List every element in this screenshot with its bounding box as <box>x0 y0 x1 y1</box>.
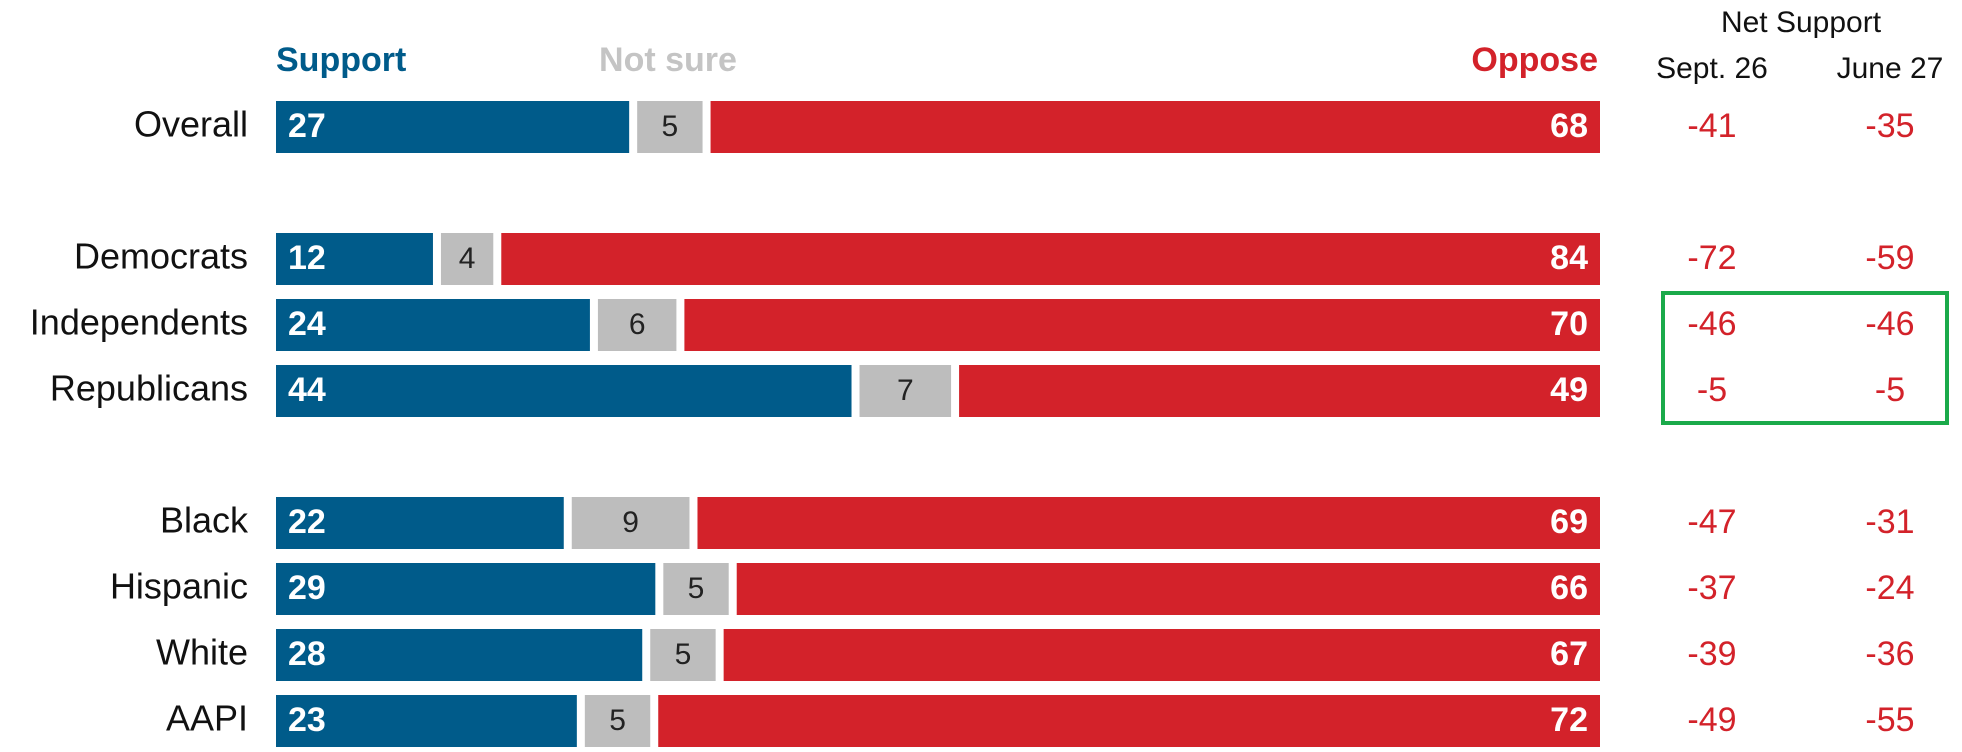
category-label-republicans: Republicans <box>50 368 248 409</box>
value-oppose-black: 69 <box>1550 503 1588 541</box>
bar-not-sure-aapi <box>584 695 651 747</box>
net-sept-26-black: -47 <box>1687 503 1736 541</box>
value-support-overall: 27 <box>288 107 326 145</box>
bar-support-hispanic <box>276 563 656 615</box>
net-june-27-republicans: -5 <box>1875 371 1905 409</box>
value-support-hispanic: 29 <box>288 569 326 607</box>
net-sept-26-independents: -46 <box>1687 305 1736 343</box>
value-oppose-republicans: 49 <box>1550 371 1588 409</box>
value-oppose-white: 67 <box>1550 635 1588 673</box>
legend-oppose: Oppose <box>1471 41 1598 79</box>
net-sept-26-republicans: -5 <box>1697 371 1727 409</box>
bar-oppose-hispanic <box>736 563 1600 615</box>
bar-oppose-black <box>697 497 1600 549</box>
value-not-sure-republicans: 7 <box>897 374 914 407</box>
legend-support: Support <box>276 41 406 79</box>
bar-support-aapi <box>276 695 577 747</box>
category-label-black: Black <box>160 500 249 541</box>
net-sept-26-aapi: -49 <box>1687 701 1736 739</box>
category-label-hispanic: Hispanic <box>110 566 248 607</box>
net-june-27-hispanic: -24 <box>1865 569 1914 607</box>
value-oppose-independents: 70 <box>1550 305 1588 343</box>
net-support-highlight-box <box>1661 291 1949 425</box>
net-column-june-27: June 27 <box>1837 52 1944 85</box>
net-sept-26-democrats: -72 <box>1687 239 1736 277</box>
bar-support-overall <box>276 101 630 153</box>
category-label-independents: Independents <box>30 302 248 343</box>
value-support-democrats: 12 <box>288 239 326 277</box>
net-june-27-black: -31 <box>1865 503 1914 541</box>
value-not-sure-aapi: 5 <box>609 704 626 737</box>
bar-oppose-aapi <box>658 695 1600 747</box>
category-label-aapi: AAPI <box>166 698 248 739</box>
net-sept-26-overall: -41 <box>1687 107 1736 145</box>
net-june-27-democrats: -59 <box>1865 239 1914 277</box>
value-not-sure-hispanic: 5 <box>688 572 705 605</box>
value-oppose-democrats: 84 <box>1550 239 1588 277</box>
net-sept-26-white: -39 <box>1687 635 1736 673</box>
legend-not-sure: Not sure <box>599 41 737 79</box>
bar-oppose-white <box>723 629 1600 681</box>
value-not-sure-independents: 6 <box>629 308 646 341</box>
value-not-sure-democrats: 4 <box>459 242 476 275</box>
value-support-republicans: 44 <box>288 371 326 409</box>
bar-oppose-independents <box>684 299 1600 351</box>
bar-support-democrats <box>276 233 433 285</box>
value-support-black: 22 <box>288 503 326 541</box>
bar-support-independents <box>276 299 590 351</box>
bar-not-sure-overall <box>637 101 703 153</box>
net-june-27-aapi: -55 <box>1865 701 1914 739</box>
net-june-27-white: -36 <box>1865 635 1914 673</box>
net-sept-26-hispanic: -37 <box>1687 569 1736 607</box>
net-support-header: Net Support <box>1721 6 1882 39</box>
value-oppose-hispanic: 66 <box>1550 569 1588 607</box>
value-support-aapi: 23 <box>288 701 326 739</box>
bar-oppose-democrats <box>501 233 1600 285</box>
value-support-independents: 24 <box>288 305 326 343</box>
net-column-sept-26: Sept. 26 <box>1656 52 1768 85</box>
bar-oppose-overall <box>710 101 1600 153</box>
value-support-white: 28 <box>288 635 326 673</box>
bar-not-sure-democrats <box>440 233 494 285</box>
value-not-sure-black: 9 <box>622 506 639 539</box>
bar-oppose-republicans <box>959 365 1600 417</box>
net-june-27-independents: -46 <box>1865 305 1914 343</box>
bar-not-sure-black <box>571 497 690 549</box>
category-label-white: White <box>156 632 248 673</box>
value-not-sure-overall: 5 <box>662 110 679 143</box>
category-label-democrats: Democrats <box>74 236 248 277</box>
bar-support-black <box>276 497 564 549</box>
value-oppose-overall: 68 <box>1550 107 1588 145</box>
bar-not-sure-independents <box>597 299 677 351</box>
bar-not-sure-hispanic <box>663 563 729 615</box>
bar-not-sure-white <box>650 629 716 681</box>
value-not-sure-white: 5 <box>675 638 692 671</box>
net-june-27-overall: -35 <box>1865 107 1914 145</box>
bar-not-sure-republicans <box>859 365 952 417</box>
bar-support-republicans <box>276 365 852 417</box>
category-label-overall: Overall <box>134 104 248 145</box>
bar-support-white <box>276 629 643 681</box>
value-oppose-aapi: 72 <box>1550 701 1588 739</box>
